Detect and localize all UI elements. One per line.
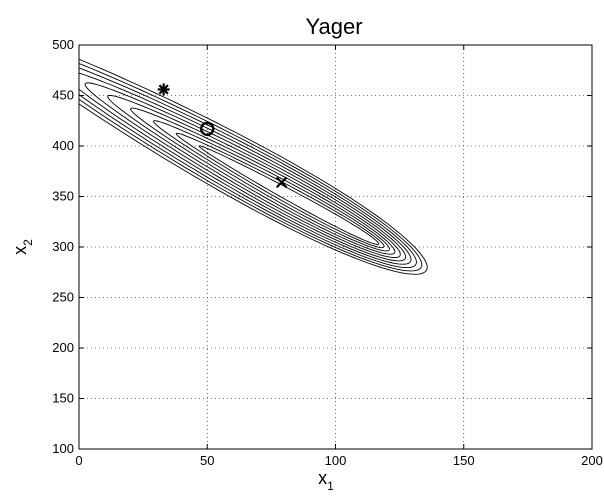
- contour-level-7: [130, 107, 396, 255]
- y-tick-label: 350: [52, 189, 74, 204]
- x-tick-label: 100: [325, 453, 347, 468]
- star-marker: [157, 83, 170, 96]
- chart-title: Yager: [305, 14, 362, 39]
- contour-level-5: [84, 82, 407, 262]
- y-tick-label: 200: [52, 340, 74, 355]
- y-tick-label: 450: [52, 88, 74, 103]
- x-tick-label: 150: [453, 453, 475, 468]
- contour-level-8: [153, 120, 390, 252]
- y-axis-label: x2: [10, 239, 35, 255]
- point-markers: [157, 83, 288, 189]
- x-axis-label: x1: [318, 468, 334, 493]
- x-tick-label: 0: [75, 453, 82, 468]
- y-tick-label: 250: [52, 290, 74, 305]
- y-tick-label: 150: [52, 391, 74, 406]
- contour-level-4: [79, 72, 412, 265]
- contour-level-1: [79, 58, 428, 275]
- contour-level-10: [198, 145, 380, 245]
- circle-marker: [200, 121, 215, 137]
- plot-frame: [78, 44, 593, 450]
- y-tick-label: 300: [52, 239, 74, 254]
- contour-lines: [79, 58, 428, 275]
- axis-ticks: 0 50 100 150 200 100 150 200 250 300 350 400 450 500: [52, 37, 603, 468]
- contour-level-9: [175, 132, 385, 249]
- y-tick-label: 400: [52, 138, 74, 153]
- cross-marker: [275, 176, 288, 189]
- y-tick-label: 500: [52, 37, 74, 52]
- y-tick-label: 100: [52, 441, 74, 456]
- x-tick-label: 200: [581, 453, 603, 468]
- contour-level-6: [107, 95, 401, 258]
- x-tick-label: 50: [200, 453, 214, 468]
- contour-level-3: [79, 67, 417, 269]
- contour-level-2: [79, 63, 423, 272]
